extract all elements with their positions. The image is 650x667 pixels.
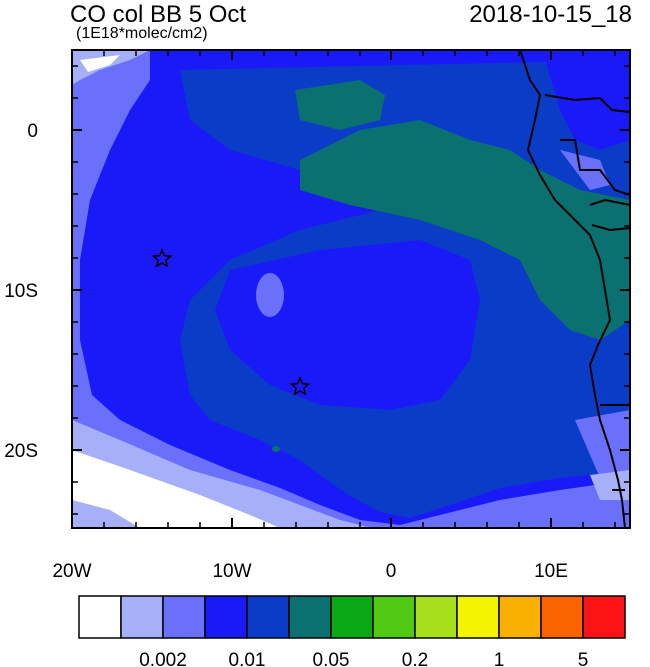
- colorbar-swatch: [540, 595, 584, 639]
- colorbar-swatch: [456, 595, 500, 639]
- colorbar-swatch: [582, 595, 626, 639]
- axis-minor-ticks: [72, 50, 630, 528]
- colorbar-swatch: [372, 595, 416, 639]
- colorbar-swatch: [414, 595, 458, 639]
- map-timestamp: 2018-10-15_18: [469, 1, 632, 28]
- lon-label: 10E: [534, 561, 568, 582]
- lon-label: 0: [386, 561, 397, 582]
- lon-label: 10W: [212, 561, 251, 582]
- colorbar-tick-label: 0.002: [139, 650, 187, 667]
- colorbar-labels: 0.002 0.01 0.05 0.2 1 5: [139, 650, 588, 667]
- colorbar-swatch: [246, 595, 290, 639]
- colorbar-swatch: [288, 595, 332, 639]
- star-marker-icon: [289, 376, 311, 396]
- map-field: [72, 50, 630, 528]
- lat-label: 10S: [4, 281, 38, 302]
- colorbar-tick-label: 0.2: [402, 650, 428, 667]
- colorbar-swatch: [498, 595, 542, 639]
- lon-label: 20W: [52, 561, 91, 582]
- map-units: (1E18*molec/cm2): [76, 25, 208, 42]
- lat-label: 20S: [4, 441, 38, 462]
- map-title: CO col BB 5 Oct: [70, 1, 247, 28]
- colorbar-swatch: [78, 595, 122, 639]
- colorbar-tick-label: 1: [494, 650, 505, 667]
- colorbar-tick-label: 0.01: [229, 650, 266, 667]
- colorbar-swatch: [162, 595, 206, 639]
- lat-label: 0: [27, 121, 38, 142]
- colorbar-swatch: [204, 595, 248, 639]
- coastline: [519, 49, 631, 529]
- axis-ticks: [71, 50, 630, 528]
- star-marker-icon: [151, 248, 173, 268]
- colorbar-tick-label: 5: [578, 650, 589, 667]
- colorbar: [78, 595, 626, 639]
- colorbar-swatch: [330, 595, 374, 639]
- colorbar-tick-label: 0.05: [313, 650, 350, 667]
- marker-layer: [151, 248, 311, 396]
- colorbar-swatch: [120, 595, 164, 639]
